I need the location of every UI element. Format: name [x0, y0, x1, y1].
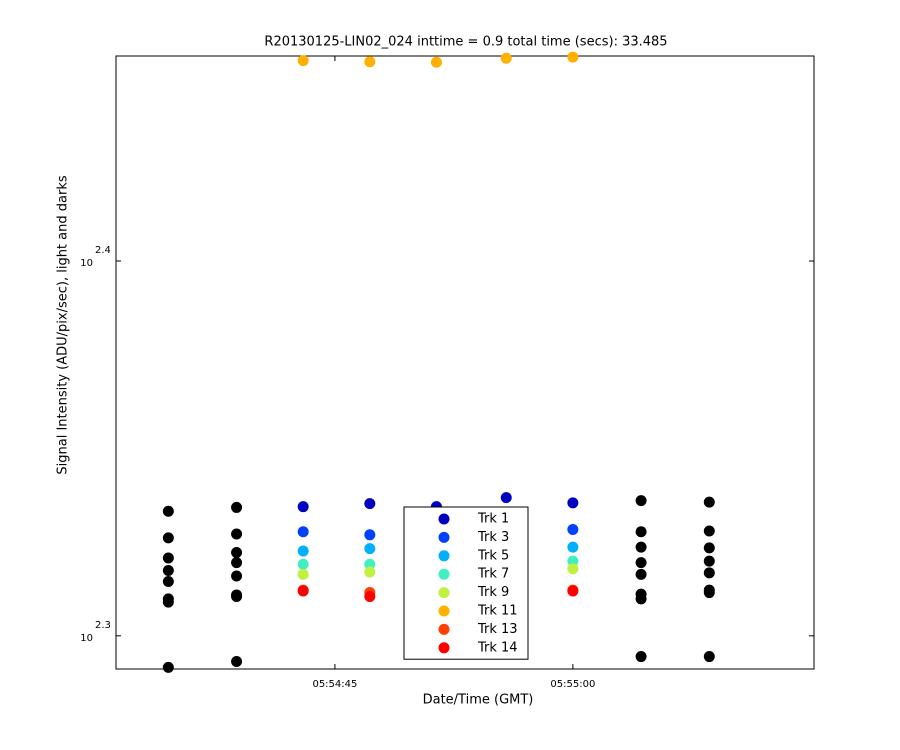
y-tick-label: 10	[80, 258, 93, 269]
y-axis-label: Signal Intensity (ADU/pix/sec), light an…	[56, 175, 71, 474]
point	[364, 543, 376, 555]
point	[567, 497, 579, 509]
legend-label: Trk 14	[477, 640, 518, 655]
point	[364, 529, 376, 541]
point	[635, 557, 647, 569]
legend-label: Trk 11	[477, 604, 518, 619]
point	[297, 545, 309, 557]
legend-label: Trk 5	[477, 548, 509, 563]
point	[364, 566, 376, 578]
point	[364, 558, 376, 570]
point	[430, 56, 442, 68]
point	[364, 56, 376, 68]
point	[231, 547, 243, 559]
point	[635, 526, 647, 538]
point	[297, 526, 309, 538]
legend-label: Trk 3	[477, 530, 509, 545]
point	[567, 555, 579, 567]
point	[162, 575, 174, 587]
point	[162, 661, 174, 673]
point	[297, 558, 309, 570]
legend	[403, 506, 529, 660]
chart-title: R20130125-LIN02_024 inttime = 0.9 total …	[264, 35, 667, 50]
point	[703, 651, 715, 663]
point	[162, 564, 174, 576]
point	[567, 51, 579, 63]
y-tick-exponent: 2.3	[95, 620, 111, 631]
y-tick-label: 10	[80, 633, 93, 644]
legend-marker	[438, 531, 450, 543]
y-tick-exponent: 2.4	[95, 245, 111, 256]
legend-label: Trk 9	[477, 585, 509, 600]
legend-marker	[438, 642, 450, 654]
point	[162, 596, 174, 608]
point	[567, 563, 579, 575]
legend-label: Trk 7	[477, 567, 509, 582]
point	[703, 587, 715, 599]
point	[703, 525, 715, 537]
point	[703, 496, 715, 508]
point	[500, 52, 512, 64]
point	[635, 651, 647, 663]
point	[162, 552, 174, 564]
point	[297, 55, 309, 67]
point	[635, 541, 647, 553]
x-axis-label: Date/Time (GMT)	[423, 693, 534, 708]
point	[635, 593, 647, 605]
point	[297, 585, 309, 597]
point	[364, 498, 376, 510]
point	[635, 568, 647, 580]
legend-marker	[438, 513, 450, 525]
point	[364, 591, 376, 603]
point	[567, 541, 579, 553]
point	[500, 492, 512, 504]
legend-label: Trk 1	[477, 512, 509, 527]
point	[567, 585, 579, 597]
point	[162, 505, 174, 517]
point	[635, 495, 647, 507]
point	[231, 570, 243, 582]
point	[231, 656, 243, 668]
point	[703, 542, 715, 554]
point	[703, 567, 715, 579]
point	[231, 591, 243, 603]
legend-marker	[438, 587, 450, 599]
point	[231, 557, 243, 569]
legend-marker	[438, 550, 450, 562]
legend-marker	[438, 568, 450, 580]
legend-label: Trk 13	[477, 622, 518, 637]
point	[703, 555, 715, 567]
x-tick-label: 05:54:45	[312, 679, 357, 690]
point	[567, 523, 579, 535]
point	[231, 528, 243, 540]
point	[297, 501, 309, 513]
point	[297, 568, 309, 580]
x-tick-label: 05:55:00	[550, 679, 595, 690]
point	[231, 501, 243, 513]
legend-marker	[438, 605, 450, 617]
legend-marker	[438, 623, 450, 635]
point	[162, 532, 174, 544]
